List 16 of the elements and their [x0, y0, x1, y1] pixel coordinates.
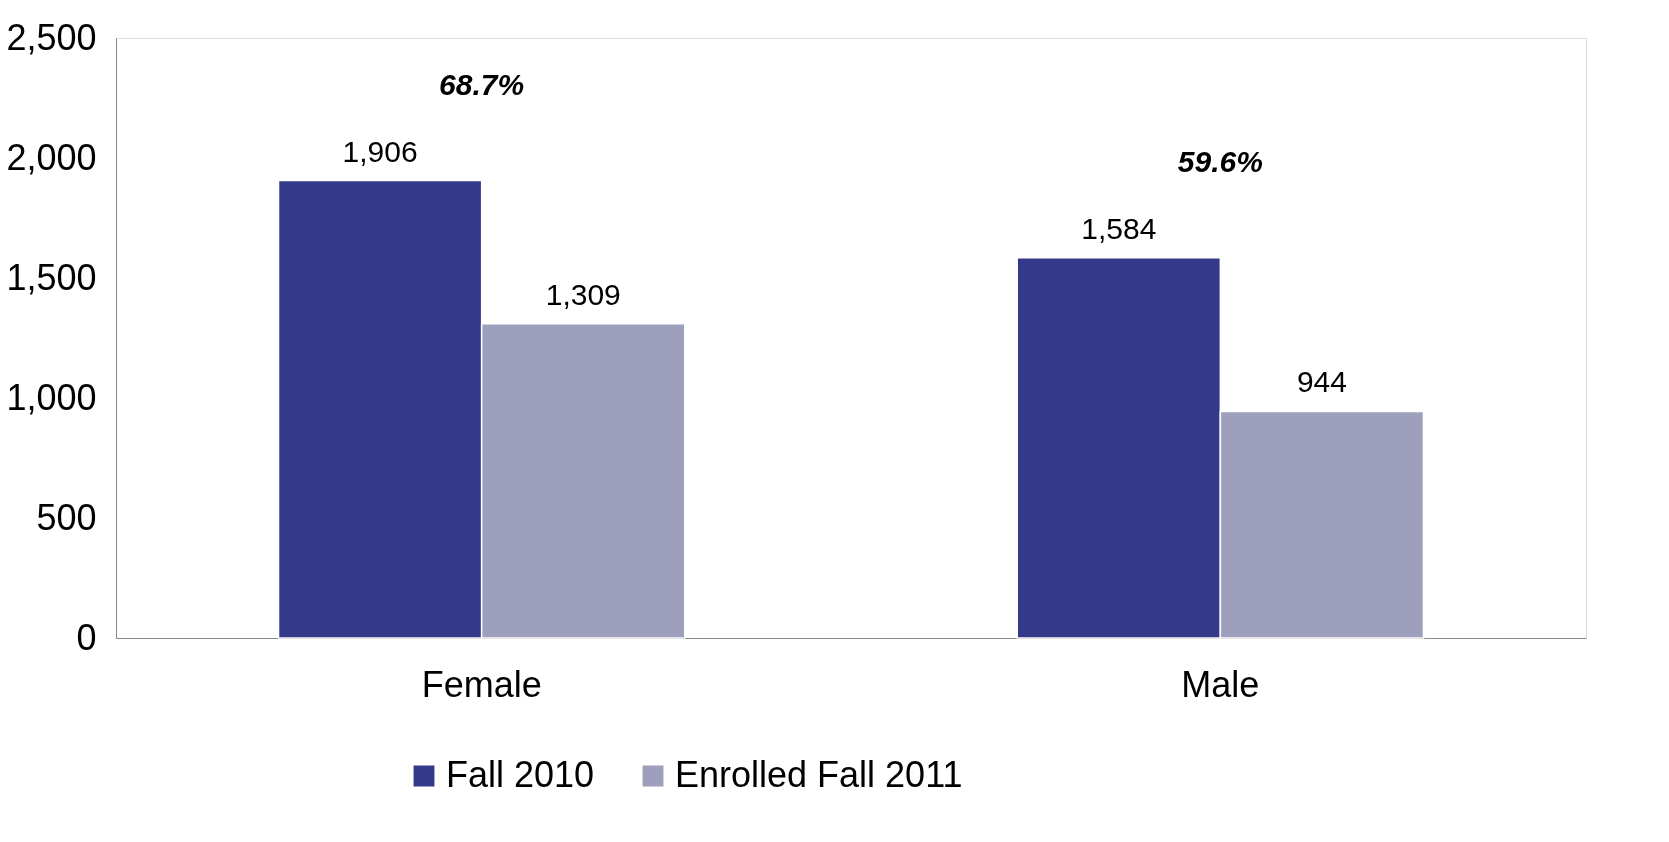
data-label: 944: [1296, 365, 1347, 399]
data-label: 1,309: [545, 277, 621, 311]
legend-label: Enrolled Fall 2011: [675, 754, 963, 795]
annotation: 59.6%: [1177, 144, 1263, 178]
y-tick-label: 2,000: [6, 136, 97, 178]
y-tick-label: 2,500: [6, 16, 97, 58]
data-label: 1,906: [342, 134, 418, 168]
x-tick-label: Male: [1181, 663, 1260, 705]
y-tick-label: 0: [76, 616, 97, 658]
legend-label: Fall 2010: [446, 754, 595, 795]
annotation: 68.7%: [439, 67, 525, 101]
x-tick-label: Female: [421, 663, 542, 705]
y-tick-label: 1,000: [6, 376, 97, 418]
y-tick-label: 1,500: [6, 256, 97, 298]
data-label: 1,584: [1081, 211, 1157, 245]
y-tick-label: 500: [36, 496, 97, 538]
